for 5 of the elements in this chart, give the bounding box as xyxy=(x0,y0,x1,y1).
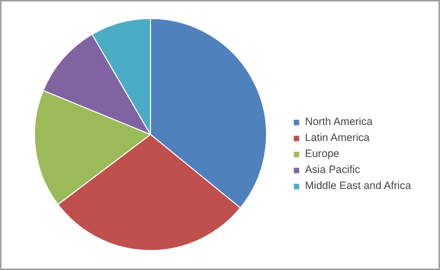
legend-label: Asia Pacific xyxy=(305,164,360,176)
legend-label: Europe xyxy=(305,148,340,160)
legend-label: Middle East and Africa xyxy=(305,180,412,192)
legend-label: Latin America xyxy=(305,132,370,144)
legend-label: North America xyxy=(305,116,373,128)
